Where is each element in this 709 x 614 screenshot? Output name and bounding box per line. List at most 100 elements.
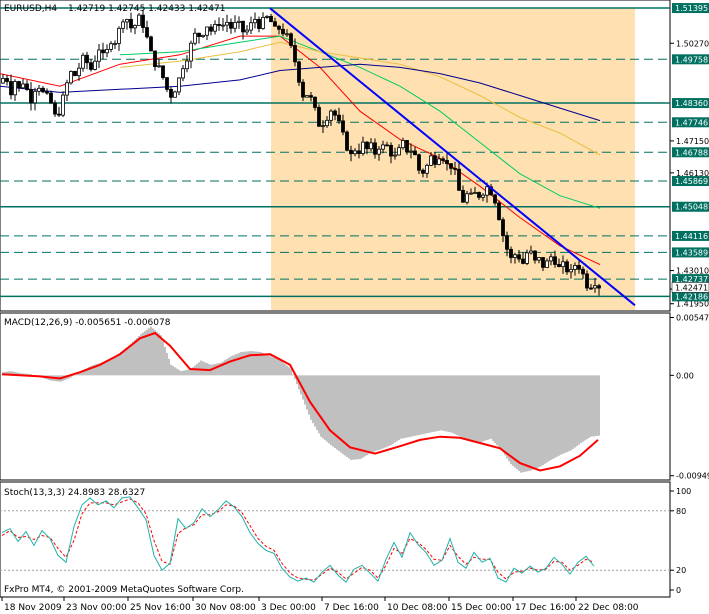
macd-histogram-bar (250, 351, 252, 376)
candle-body (221, 24, 225, 27)
current-price-label: 1.42471 (675, 283, 708, 292)
candle-body (549, 256, 553, 262)
macd-histogram-bar (356, 375, 358, 460)
macd-histogram-bar (238, 352, 240, 376)
macd-histogram-bar (160, 335, 162, 376)
macd-histogram-bar (530, 375, 532, 471)
macd-histogram-bar (76, 373, 78, 376)
macd-histogram-bar (18, 372, 20, 376)
macd-histogram-bar (400, 375, 402, 439)
macd-histogram-bar (360, 375, 362, 459)
candle-body (57, 113, 61, 116)
candle-body (409, 150, 413, 153)
macd-histogram-bar (94, 364, 96, 376)
candle-body (565, 261, 569, 273)
macd-histogram-bar (378, 375, 380, 451)
macd-histogram-bar (140, 334, 142, 376)
price-level-label: 1.46788 (675, 148, 708, 157)
candle-body (297, 61, 301, 83)
macd-histogram-bar (264, 353, 266, 376)
macd-histogram-bar (166, 352, 168, 376)
macd-histogram-bar (312, 375, 314, 424)
macd-histogram-bar (176, 368, 178, 376)
macd-histogram-bar (574, 375, 576, 448)
candle-body (369, 142, 373, 150)
macd-histogram-bar (408, 375, 410, 438)
macd-histogram-bar (292, 374, 294, 376)
macd-histogram-bar (392, 375, 394, 444)
candle-body (185, 60, 189, 70)
candle-body (265, 16, 269, 18)
candle-body (293, 45, 297, 63)
macd-histogram-bar (156, 331, 158, 376)
macd-histogram-bar (546, 375, 548, 463)
candle-body (145, 27, 149, 38)
macd-histogram-bar (390, 375, 392, 446)
x-tick-label: 18 Nov 2009 (4, 603, 62, 613)
macd-histogram-bar (222, 361, 224, 376)
macd-histogram-bar (86, 367, 88, 376)
macd-histogram-bar (438, 375, 440, 431)
macd-histogram-bar (268, 355, 270, 376)
macd-histogram-bar (512, 375, 514, 466)
candle-body (289, 33, 293, 46)
macd-histogram-bar (464, 375, 466, 439)
candle-body (417, 154, 421, 171)
price-level-box (672, 98, 709, 109)
candle-body (269, 16, 273, 23)
macd-histogram-bar (120, 352, 122, 376)
macd-histogram-bar (294, 375, 296, 380)
macd-histogram-bar (568, 375, 570, 452)
candle-body (433, 155, 437, 165)
macd-histogram-bar (586, 375, 588, 440)
stoch-y-tick-label: 100 (676, 487, 691, 496)
candle-body (13, 81, 17, 96)
candle-body (181, 68, 185, 79)
macd-histogram-bar (354, 375, 356, 460)
macd-histogram-bar (88, 366, 90, 376)
macd-histogram-bar (314, 375, 316, 427)
candle-body (53, 102, 57, 115)
macd-histogram-bar (470, 375, 472, 441)
macd-histogram-bar (458, 375, 460, 436)
macd-histogram-bar (20, 373, 22, 376)
macd-y-tick-label: 0.00 (676, 371, 694, 380)
candle-body (201, 34, 205, 38)
candle-body (237, 20, 241, 23)
candle-body (449, 163, 453, 169)
macd-histogram-bar (304, 375, 306, 405)
macd-histogram-bar (338, 375, 340, 452)
macd-histogram-bar (488, 375, 490, 440)
candle-body (541, 257, 545, 268)
candle-body (285, 33, 289, 36)
candle-body (341, 120, 345, 133)
candle-body (301, 81, 305, 98)
macd-histogram-bar (490, 375, 492, 439)
macd-histogram-bar (276, 358, 278, 376)
candle-body (17, 81, 21, 89)
macd-histogram-bar (272, 357, 274, 376)
candle-body (29, 89, 33, 104)
macd-histogram-bar (562, 375, 564, 454)
x-tick-label: 7 Dec 16:00 (324, 603, 379, 613)
macd-histogram-bar (218, 363, 220, 376)
candle-body (21, 83, 25, 89)
macd-histogram-bar (290, 369, 292, 376)
macd-histogram-bar (72, 375, 74, 377)
candle-body (329, 110, 333, 121)
price-y-tick-label: 1.41950 (676, 300, 709, 309)
macd-histogram-bar (102, 361, 104, 376)
candle-body (137, 14, 141, 26)
stoch-pane[interactable] (0, 481, 671, 598)
candle-body (173, 91, 177, 98)
price-level-box (672, 247, 709, 258)
macd-histogram-bar (588, 375, 590, 438)
macd-histogram-bar (506, 375, 508, 459)
macd-histogram-bar (112, 357, 114, 376)
candle-body (349, 149, 353, 155)
macd-histogram-bar (402, 375, 404, 439)
macd-histogram-bar (164, 347, 166, 376)
macd-histogram-bar (344, 375, 346, 456)
candle-body (429, 155, 433, 166)
